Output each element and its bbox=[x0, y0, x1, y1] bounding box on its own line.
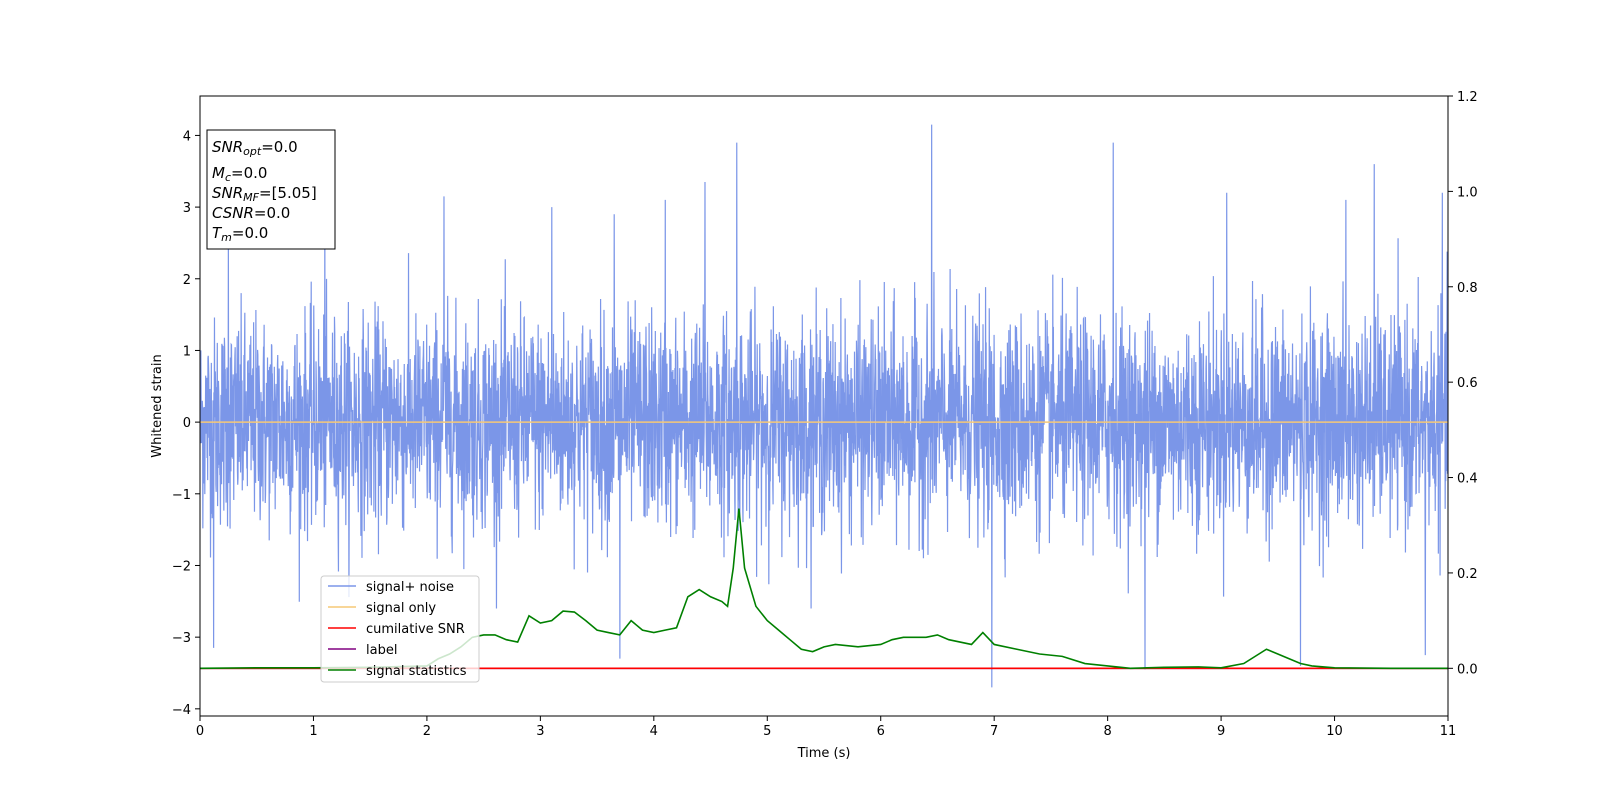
x-tick-label: 10 bbox=[1326, 724, 1343, 739]
y-axis-right: 0.0 0.2 0.4 0.6 0.8 1.0 1.2 bbox=[1448, 90, 1478, 677]
x-axis: 0 1 2 3 4 5 6 7 8 9 10 11 bbox=[196, 716, 1456, 739]
x-tick-label: 3 bbox=[536, 724, 544, 739]
x-tick-label: 9 bbox=[1217, 724, 1225, 739]
x-tick-label: 8 bbox=[1103, 724, 1111, 739]
y-tick-label: 2 bbox=[183, 273, 191, 288]
x-tick-label: 0 bbox=[196, 724, 204, 739]
y2-tick-label: 1.2 bbox=[1457, 90, 1478, 105]
x-tick-label: 6 bbox=[877, 724, 885, 739]
info-box: SNRopt=0.0 Mc=0.0 SNRMF=[5.05] CSNR=0.0 … bbox=[206, 129, 336, 250]
legend-label-signal-plus-noise: signal+ noise bbox=[366, 580, 454, 595]
info-snr-opt: SNRopt=0.0 bbox=[212, 138, 298, 158]
y-tick-label: −2 bbox=[172, 559, 191, 574]
legend-label-cumilative-snr: cumilative SNR bbox=[366, 622, 465, 637]
x-tick-label: 11 bbox=[1440, 724, 1457, 739]
y-tick-label: 0 bbox=[183, 416, 191, 431]
noise-trace bbox=[200, 124, 1448, 688]
info-mc: Mc=0.0 bbox=[212, 164, 267, 184]
info-box-frame bbox=[206, 129, 336, 250]
y-tick-label: 1 bbox=[183, 344, 191, 359]
legend-label-signal-only: signal only bbox=[366, 601, 436, 616]
y-axis-left: −4 −3 −2 −1 0 1 2 3 4 bbox=[172, 129, 200, 718]
y2-tick-label: 0.8 bbox=[1457, 281, 1478, 296]
x-tick-label: 5 bbox=[763, 724, 771, 739]
legend-label-signal-statistics: signal statistics bbox=[366, 664, 467, 679]
legend-label-label: label bbox=[366, 643, 397, 658]
x-tick-label: 4 bbox=[650, 724, 658, 739]
y-tick-label: −1 bbox=[172, 488, 191, 503]
y-axis-label: Whitened strain bbox=[150, 354, 165, 457]
series-signal-plus-noise bbox=[200, 124, 1448, 688]
y2-tick-label: 1.0 bbox=[1457, 185, 1478, 200]
y-tick-label: −3 bbox=[172, 631, 191, 646]
x-axis-label: Time (s) bbox=[797, 746, 851, 761]
y2-tick-label: 0.2 bbox=[1457, 567, 1478, 582]
info-tm: Tm=0.0 bbox=[212, 224, 268, 244]
x-tick-label: 1 bbox=[309, 724, 317, 739]
y-tick-label: 4 bbox=[183, 129, 191, 144]
y-tick-label: −4 bbox=[172, 703, 191, 718]
plot-frame bbox=[199, 95, 1449, 717]
legend-frame bbox=[320, 575, 480, 683]
legend: signal+ noise signal only cumilative SNR… bbox=[320, 575, 480, 683]
x-tick-label: 7 bbox=[990, 724, 998, 739]
y2-tick-label: 0.4 bbox=[1457, 472, 1478, 487]
y-tick-label: 3 bbox=[183, 201, 191, 216]
info-csnr: CSNR=0.0 bbox=[212, 204, 290, 222]
y2-tick-label: 0.6 bbox=[1457, 376, 1478, 391]
y2-tick-label: 0.0 bbox=[1457, 662, 1478, 677]
x-tick-label: 2 bbox=[423, 724, 431, 739]
series-signal-statistics bbox=[200, 508, 1448, 670]
info-snr-mf: SNRMF=[5.05] bbox=[212, 184, 317, 204]
